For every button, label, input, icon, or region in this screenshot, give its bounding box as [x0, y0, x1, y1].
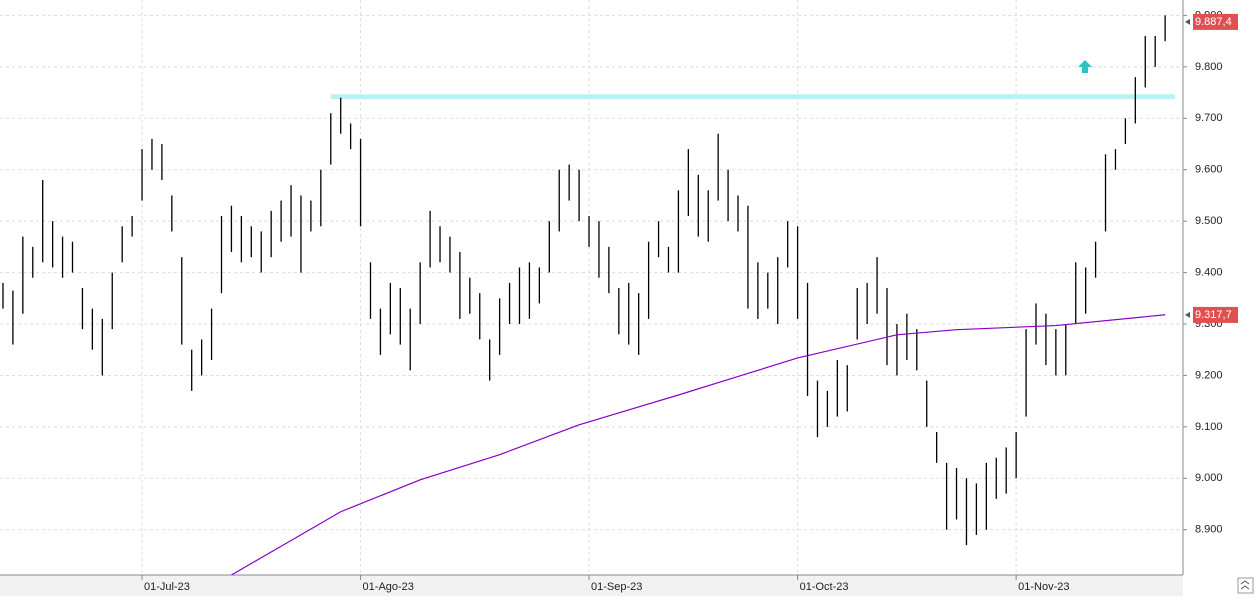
price-label-box: [1193, 306, 1238, 323]
y-tick-label: 9.200: [1195, 369, 1223, 381]
up-arrow: [1078, 60, 1092, 73]
x-axis-area: [0, 575, 1259, 596]
y-tick-label: 9.100: [1195, 421, 1223, 433]
x-tick-label: 01-Ago-23: [363, 581, 414, 593]
y-tick-label: 9.600: [1195, 164, 1223, 176]
price-label: 9.317,7: [1195, 309, 1232, 321]
y-axis-area: [1183, 0, 1259, 596]
x-tick-label: 01-Nov-23: [1018, 581, 1069, 593]
y-tick-label: 9.700: [1195, 112, 1223, 124]
y-tick-label: 8.900: [1195, 524, 1223, 536]
scroll-icon: [1240, 580, 1250, 590]
y-tick-label: 9.800: [1195, 61, 1223, 73]
price-label: 9.887,4: [1195, 16, 1232, 28]
y-tick-label: 9.400: [1195, 266, 1223, 278]
scroll-button[interactable]: [1237, 577, 1254, 594]
y-tick-label: 9.000: [1195, 472, 1223, 484]
y-tick-label: 9.500: [1195, 215, 1223, 227]
x-tick-label: 01-Sep-23: [591, 581, 642, 593]
price-marker: [1185, 311, 1190, 318]
price-label-box: [1193, 13, 1238, 30]
x-tick-label: 01-Oct-23: [800, 581, 849, 593]
x-tick-label: 01-Jul-23: [144, 581, 190, 593]
plot-area: [0, 0, 1183, 575]
moving-average: [231, 314, 1166, 575]
price-marker: [1185, 18, 1190, 25]
